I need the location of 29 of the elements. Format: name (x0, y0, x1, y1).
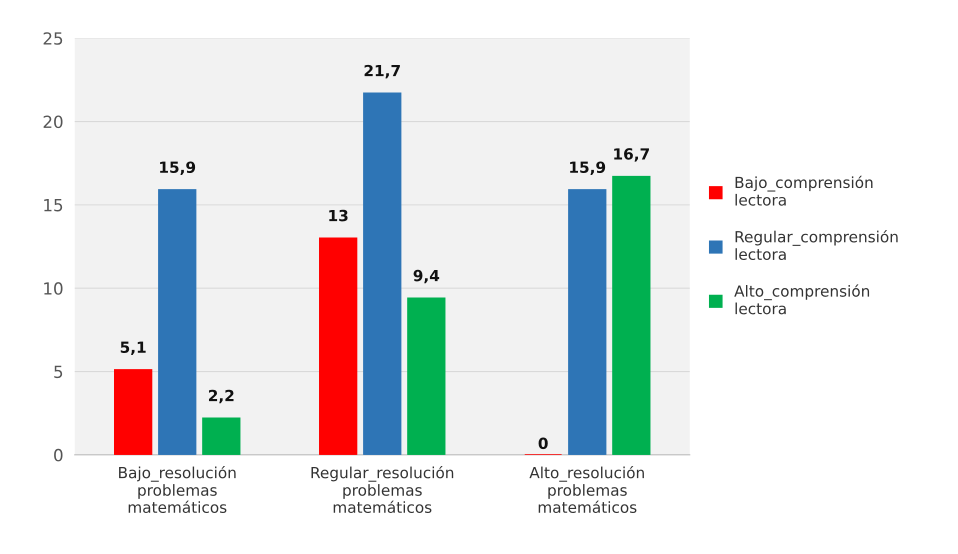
bar (319, 238, 358, 455)
bar (114, 369, 152, 455)
y-tick-label: 0 (54, 448, 63, 462)
data-label: 16,7 (614, 148, 649, 162)
bar (407, 297, 446, 455)
legend-label: Alto_comprensión lectora (734, 284, 870, 314)
data-label: 15,9 (570, 161, 606, 175)
data-label: 2,2 (208, 390, 234, 404)
y-tick-label: 5 (54, 366, 62, 378)
data-label: 15,9 (160, 161, 196, 175)
x-tick-label: Bajo_resolución problemas matemáticos (119, 466, 236, 514)
data-label: 0 (538, 438, 548, 450)
y-tick-label: 20 (44, 116, 63, 128)
y-tick-label: 15 (44, 199, 62, 212)
bar (568, 189, 606, 455)
x-tick-label: Alto_resolución problemas matemáticos (529, 466, 644, 514)
legend-label: Bajo_comprensión lectora (736, 176, 872, 206)
y-tick-label: 25 (44, 32, 62, 45)
bar (363, 92, 402, 455)
bar (612, 176, 650, 455)
y-tick-label: 10 (44, 282, 63, 295)
data-label: 21,7 (364, 64, 400, 78)
data-label: 9,4 (414, 270, 440, 284)
bar (202, 417, 240, 455)
x-tick-label: Regular_resolución problemas matemáticos (312, 466, 454, 514)
data-label: 5,1 (120, 342, 146, 355)
legend-label: Regular_comprensión lectora (736, 230, 898, 260)
bar (158, 189, 196, 455)
data-label: 13 (329, 210, 348, 222)
